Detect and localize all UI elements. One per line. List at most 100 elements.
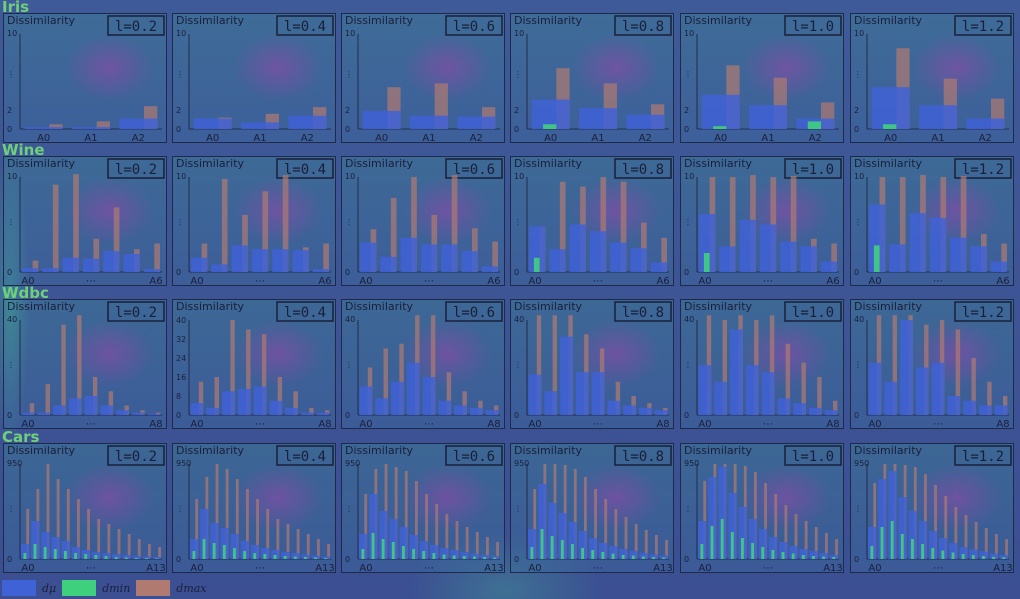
y-tick-label: 0 <box>176 125 181 134</box>
bar-max <box>644 530 648 559</box>
bar-mu <box>639 553 648 559</box>
panel-title: Dissimilarity <box>854 444 923 457</box>
bar-max <box>29 403 35 415</box>
bar-mu <box>777 398 791 415</box>
bar-max <box>32 260 39 272</box>
y-tick-label: ⋮ <box>684 505 692 514</box>
bar-min <box>951 552 955 559</box>
bar-mu <box>868 527 877 559</box>
bar-min <box>104 556 108 559</box>
bar-mu <box>430 545 439 559</box>
y-tick-label: ⋮ <box>176 218 184 227</box>
bar-max <box>974 522 978 559</box>
panel-cars-1: Dissimilarity l=0.4 950 ⋮ 0 A0 ⋯ A13 <box>172 443 336 573</box>
y-tick-label: 0 <box>345 555 350 564</box>
y-tick-label: 10 <box>684 172 694 181</box>
bar-mu <box>931 362 945 415</box>
bar-mu <box>548 503 557 559</box>
bar-max <box>277 377 283 415</box>
bar-mu <box>558 513 567 559</box>
bar-min <box>982 556 985 559</box>
panel-cars-5: Dissimilarity l=1.2 950 ⋮ 0 A0 ⋯ A13 <box>850 443 1014 573</box>
panel-title: Dissimilarity <box>854 300 923 313</box>
l-value-label: l=0.6 <box>453 305 495 321</box>
bar-mu <box>708 477 717 559</box>
bar-min <box>293 556 297 559</box>
y-tick-label: 950 <box>514 459 529 468</box>
bar-mu <box>281 552 290 559</box>
l-value-label: l=0.4 <box>284 162 326 178</box>
x-tick-label: A6 <box>318 276 331 286</box>
y-tick-label: 8 <box>176 392 181 401</box>
panel-title: Dissimilarity <box>514 444 583 457</box>
bar-max <box>559 181 566 272</box>
x-tick-label: ⋯ <box>763 419 773 429</box>
bar-mu <box>53 405 66 415</box>
y-tick-label: 10 <box>7 29 17 38</box>
bar-mu <box>560 336 573 415</box>
panel-cars-2: Dissimilarity l=0.6 950 ⋮ 0 A0 ⋯ A13 <box>341 443 505 573</box>
bar-mu <box>701 94 740 129</box>
bar-max <box>964 515 968 559</box>
bar-mu <box>990 261 1007 272</box>
y-tick-label: 24 <box>176 354 186 363</box>
bar-max <box>924 474 927 559</box>
bar-mu <box>132 412 145 415</box>
bar-mu <box>311 555 320 559</box>
y-tick-label: ⋮ <box>7 361 15 370</box>
bar-mu <box>999 555 1008 559</box>
y-tick-label: 0 <box>345 411 350 420</box>
x-tick-label: ⋯ <box>86 563 96 573</box>
panel-plot: Dissimilarity l=0.2 40 ⋮ 0 A0 ⋯ A8 <box>7 300 165 428</box>
bar-min <box>412 549 416 559</box>
bar-mu <box>898 497 907 559</box>
bar-min <box>462 556 466 559</box>
x-tick-label: A1 <box>84 133 97 143</box>
panel-plot: Dissimilarity l=0.2 950 ⋮ 0 A0 ⋯ A13 <box>7 444 166 573</box>
y-tick-label: 0 <box>854 268 859 277</box>
bar-min <box>452 555 456 559</box>
bar-mu <box>22 268 39 272</box>
panel-cars-0: Dissimilarity l=0.2 950 ⋮ 0 A0 ⋯ A13 <box>3 443 167 573</box>
l-value-box <box>445 158 503 179</box>
y-tick-label: ⋮ <box>345 361 353 370</box>
x-tick-label: A6 <box>996 276 1009 286</box>
x-tick-label: A13 <box>146 563 166 573</box>
bar-mu <box>966 118 1005 129</box>
bar-min <box>890 521 894 559</box>
bar-mu <box>714 381 727 415</box>
bar-mu <box>457 116 496 129</box>
bar-max <box>246 489 249 559</box>
bar-max <box>655 535 658 559</box>
bar-mu <box>728 493 737 559</box>
y-tick-label: 0 <box>176 411 181 420</box>
y-tick-label: 950 <box>684 459 699 468</box>
bar-max <box>614 509 618 559</box>
y-tick-label: ⋮ <box>7 505 15 514</box>
x-tick-label: A13 <box>484 563 504 573</box>
x-tick-label: A2 <box>639 133 652 143</box>
y-tick-label: ⋮ <box>684 70 692 79</box>
bar-max <box>801 362 806 415</box>
x-tick-label: A0 <box>359 419 372 429</box>
x-tick-label: A6 <box>656 276 669 286</box>
panel-title: Dissimilarity <box>7 300 76 313</box>
l-value-box <box>784 445 842 466</box>
bar-max <box>56 479 60 559</box>
bar-mu <box>269 400 283 415</box>
bar-max <box>293 391 298 415</box>
l-value-box <box>614 158 672 179</box>
bar-mu <box>461 251 478 272</box>
bar-max <box>390 197 397 272</box>
panel-plot: Dissimilarity l=0.2 10 ⋮ 2 0 A0 A1 A2 <box>7 14 165 143</box>
bar-mu <box>152 557 161 559</box>
l-value-box <box>954 445 1012 466</box>
l-value-label: l=0.8 <box>622 305 664 321</box>
y-tick-label: 0 <box>684 555 689 564</box>
panel-title: Dissimilarity <box>345 444 414 457</box>
bar-max <box>594 489 597 559</box>
y-tick-label: 0 <box>176 268 181 277</box>
bar-min <box>273 555 277 559</box>
l-value-box <box>107 445 165 466</box>
bar-mu <box>868 362 882 415</box>
